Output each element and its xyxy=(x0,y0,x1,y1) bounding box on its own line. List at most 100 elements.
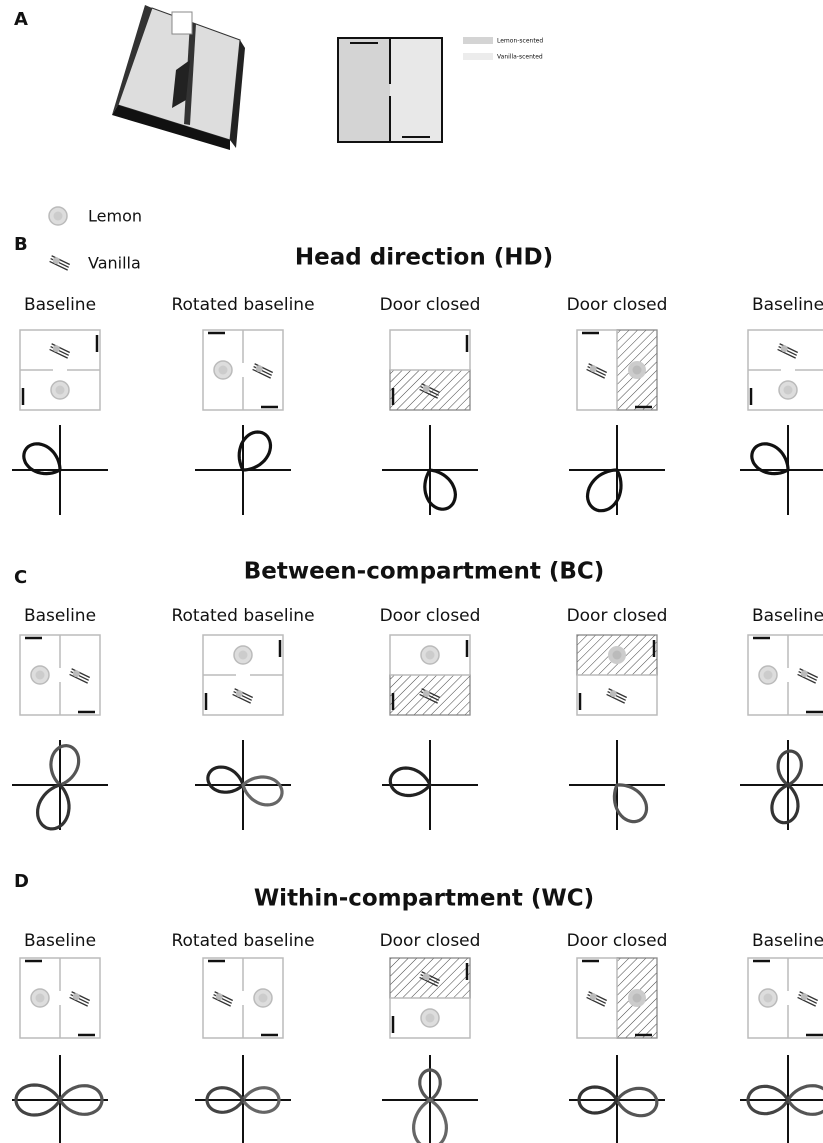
vanilla-pod xyxy=(214,991,234,1002)
arena xyxy=(747,634,823,716)
panel-title: Rotated baseline xyxy=(171,931,314,951)
polar-tuning-curve xyxy=(237,430,273,472)
vanilla-icon xyxy=(797,991,819,1007)
arena xyxy=(19,634,101,716)
arena xyxy=(19,329,101,411)
vanilla-icon xyxy=(606,688,628,704)
polar-tuning-curve xyxy=(577,1085,619,1115)
vanilla-flower xyxy=(52,345,60,353)
vanilla-pod xyxy=(777,348,796,359)
vanilla-icon xyxy=(419,688,441,704)
vanilla-icon xyxy=(419,971,441,987)
lemon-core xyxy=(35,670,45,680)
polar-tuning-curve xyxy=(241,775,284,807)
vanilla-flower xyxy=(215,993,223,1001)
vanilla-icon xyxy=(777,343,799,359)
vanilla-icon xyxy=(49,255,71,271)
polar-tuning-curve xyxy=(49,743,81,787)
polar-tuning-curve xyxy=(14,1083,62,1117)
polar-tuning-curve xyxy=(388,766,432,798)
vanilla-pod xyxy=(419,976,438,987)
vanilla-pod xyxy=(254,363,274,374)
panel-title: Baseline xyxy=(24,295,96,315)
legend-swatch xyxy=(463,37,493,44)
panel-title: Rotated baseline xyxy=(171,295,314,315)
vanilla-pod xyxy=(69,996,88,1007)
vanilla-pod xyxy=(71,668,91,679)
closed-compartment xyxy=(389,957,471,999)
vanilla-pod xyxy=(586,368,605,379)
arena xyxy=(389,329,471,411)
panel-label: A xyxy=(14,9,28,30)
vanilla-pod xyxy=(588,991,608,1002)
polar-tuning-curve xyxy=(22,442,62,476)
vanilla-pod xyxy=(799,668,819,679)
panel-title: Rotated baseline xyxy=(171,606,314,626)
vanilla-icon xyxy=(69,668,91,684)
closed-compartment xyxy=(389,369,471,411)
vanilla-pod xyxy=(779,343,799,354)
arena xyxy=(389,634,471,716)
panel-title: Door closed xyxy=(567,931,668,951)
vanilla-flower xyxy=(589,365,597,373)
lemon-core xyxy=(612,650,622,660)
panel-title: Door closed xyxy=(380,606,481,626)
arena-2d xyxy=(337,37,443,143)
polar-tuning-curve xyxy=(418,1068,442,1102)
vanilla-pod xyxy=(232,693,251,704)
vanilla-pod xyxy=(421,383,441,394)
polar-tuning-curve xyxy=(206,765,245,794)
row-title: Head direction (HD) xyxy=(295,245,553,271)
panel-title: Baseline xyxy=(752,295,823,315)
panel-title: Door closed xyxy=(567,295,668,315)
closed-compartment xyxy=(389,674,471,716)
vanilla-pod xyxy=(421,688,441,699)
lemon-core xyxy=(425,650,435,660)
arena xyxy=(576,634,658,716)
vanilla-icon xyxy=(419,383,441,399)
vanilla-pod xyxy=(606,693,625,704)
lemon-core xyxy=(258,993,268,1003)
legend-label: Vanilla-scented xyxy=(497,54,543,61)
vanilla-flower xyxy=(609,690,617,698)
vanilla-pod xyxy=(608,688,628,699)
vanilla-pod xyxy=(799,991,819,1002)
polar-tuning-curve xyxy=(786,1084,823,1116)
vanilla-flower xyxy=(800,993,808,1001)
vanilla-pod xyxy=(49,348,68,359)
vanilla-flower xyxy=(422,690,430,698)
vanilla-flower xyxy=(422,385,430,393)
lemon-core xyxy=(763,670,773,680)
arena xyxy=(747,329,823,411)
lemon-core xyxy=(425,1013,435,1023)
row-title: Between-compartment (BC) xyxy=(244,559,605,585)
arena xyxy=(202,634,284,716)
arena xyxy=(19,957,101,1039)
panel-title: Door closed xyxy=(567,606,668,626)
arena xyxy=(389,957,471,1039)
vanilla-pod xyxy=(421,971,441,982)
vanilla-flower xyxy=(780,345,788,353)
vanilla-pod xyxy=(419,693,438,704)
vanilla-icon xyxy=(69,991,91,1007)
vanilla-flower xyxy=(800,670,808,678)
arena xyxy=(202,329,284,411)
polar-tuning-curve xyxy=(615,1086,659,1118)
polar-tuning-curve xyxy=(35,783,71,831)
lemon-core xyxy=(783,385,793,395)
lemon-core xyxy=(632,993,642,1003)
panel-title: Baseline xyxy=(24,931,96,951)
vanilla-icon xyxy=(49,343,71,359)
panel-label: B xyxy=(14,234,28,255)
vanilla-pod xyxy=(212,996,231,1007)
vanilla-flower xyxy=(422,973,430,981)
vanilla-pod xyxy=(588,363,608,374)
panel-title: Baseline xyxy=(752,606,823,626)
vanilla-pod xyxy=(797,673,816,684)
lemon-core xyxy=(53,211,63,221)
lemon-core xyxy=(763,993,773,1003)
vanilla-icon xyxy=(212,991,234,1007)
vanilla-icon xyxy=(586,363,608,379)
panel-title: Baseline xyxy=(752,931,823,951)
polar-tuning-curve xyxy=(776,749,803,787)
